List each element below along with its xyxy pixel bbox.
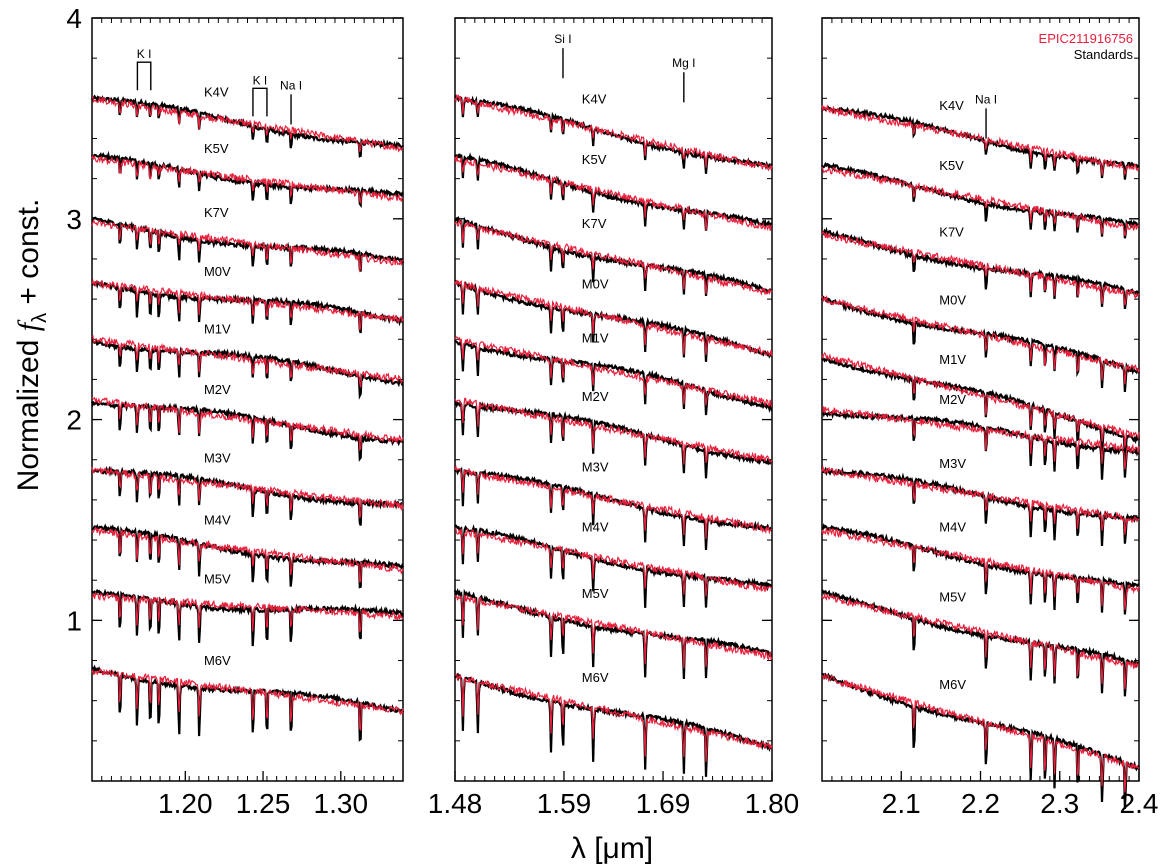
spectral-type-label: M2V: [939, 392, 966, 407]
x-tick-label: 2.2: [961, 788, 1000, 819]
spectrum-M1V-standard-panel-2: [455, 341, 772, 415]
spectral-type-label: K5V: [939, 158, 964, 173]
spectrum-M5V-target-panel-3: [822, 594, 1139, 689]
spectral-type-label: M0V: [939, 292, 966, 307]
spectrum-M3V-target-panel-1: [92, 467, 403, 518]
x-tick-label: 1.80: [745, 788, 800, 819]
spectral-type-label: M5V: [939, 589, 966, 604]
spectral-type-label: M1V: [939, 352, 966, 367]
spectral-type-label: M4V: [939, 520, 966, 535]
spectral-type-label: M6V: [582, 670, 609, 685]
spectrum-M3V-target-panel-2: [455, 467, 772, 539]
spectral-type-label: K5V: [204, 141, 229, 156]
spectrum-K5V-standard-panel-1: [92, 154, 403, 205]
spectral-type-label: M6V: [939, 677, 966, 692]
legend: EPIC211916756 Standards: [1039, 31, 1134, 62]
x-tick-label: 1.25: [236, 788, 291, 819]
spectrum-M3V-standard-panel-2: [455, 470, 772, 550]
spectrum-K7V-target-panel-2: [455, 221, 772, 295]
spectral-type-label: K4V: [582, 92, 607, 107]
spectral-type-label: K4V: [939, 98, 964, 113]
spectrum-M2V-standard-panel-2: [455, 402, 772, 478]
x-tick-label: 1.59: [537, 788, 592, 819]
x-tick-label: 1.20: [158, 788, 213, 819]
line-id-label: K I: [253, 73, 268, 87]
y-tick-label: 2: [66, 405, 82, 436]
spectral-type-label: M4V: [204, 512, 231, 527]
spectrum-K7V-standard-panel-1: [92, 218, 403, 272]
spectral-type-label: K7V: [939, 224, 964, 239]
x-tick-label: 1.69: [636, 788, 691, 819]
spectral-type-label: M5V: [204, 571, 231, 586]
spectrum-K4V-standard-panel-2: [455, 97, 772, 174]
spectrum-K5V-target-panel-3: [822, 167, 1139, 236]
x-axis-title: λ [μm]: [571, 832, 653, 865]
spectral-type-label: K7V: [204, 205, 229, 220]
spectral-type-label: M4V: [582, 520, 609, 535]
spectral-type-label: K4V: [204, 84, 229, 99]
x-tick-label: 2.1: [882, 788, 921, 819]
spectrum-M4V-standard-panel-2: [455, 525, 772, 607]
panel-3: 2.1 2.2 2.3 2.4K4VK5VK7VM0VM1VM2VM3VM4VM5VM…: [822, 18, 1158, 819]
spectral-type-label: M3V: [582, 459, 609, 474]
spectral-type-label: M3V: [939, 456, 966, 471]
spectral-type-label: M5V: [582, 586, 609, 601]
x-tick-label: 1.48: [428, 788, 483, 819]
spectrum-M0V-target-panel-2: [455, 280, 772, 356]
y-axis-title: Normalized fλ + const.: [12, 199, 51, 492]
spectral-type-label: M1V: [204, 322, 231, 337]
line-id-bracket: [253, 88, 267, 116]
line-id-bracket: [137, 62, 150, 90]
spectral-type-label: M2V: [204, 382, 231, 397]
y-tick-label: 4: [66, 3, 82, 34]
spectral-type-label: M2V: [582, 389, 609, 404]
spectral-type-label: M0V: [204, 264, 231, 279]
line-id-label: K I: [137, 47, 152, 61]
spectral-type-label: M6V: [204, 653, 231, 668]
spectrum-M4V-target-panel-3: [822, 528, 1139, 610]
spectrum-M5V-standard-panel-1: [92, 591, 403, 646]
spectral-type-label: K5V: [582, 152, 607, 167]
spectrum-K5V-target-panel-2: [455, 156, 772, 231]
panel-1: 1.20 1.25 1.30 1 2 3 4 K4V K5V K7V M0V M1V M2V M3V M4V…: [66, 3, 403, 819]
spectrum-M4V-target-panel-2: [455, 529, 772, 597]
legend-entry-target: EPIC211916756: [1039, 31, 1133, 46]
spectrum-M6V-standard-panel-2: [455, 674, 772, 776]
line-id-label: Na I: [280, 78, 302, 92]
spectral-type-label: M1V: [582, 330, 609, 345]
spectrum-K4V-target-panel-1: [92, 97, 403, 152]
y-tick-label: 1: [66, 605, 82, 636]
line-id-label: Si I: [554, 32, 571, 46]
x-tick-label: 1.30: [314, 788, 369, 819]
y-tick-label: 3: [66, 204, 82, 235]
line-id-label: Na I: [975, 92, 997, 106]
spectral-type-label: M3V: [204, 451, 231, 466]
spectrum-M2V-target-panel-1: [92, 397, 403, 449]
spectrum-M3V-target-panel-3: [822, 467, 1139, 535]
spectrum-M0V-standard-panel-3: [822, 297, 1139, 392]
spectrum-K7V-standard-panel-2: [455, 219, 772, 296]
panel-2: 1.48 1.59 1.69 1.80 K4V K5V K7V M0V M1V M2V M3V M4V…: [428, 18, 800, 819]
spectrum-M1V-target-panel-3: [822, 353, 1139, 448]
line-id-label: Mg I: [672, 56, 695, 70]
spectrum-M2V-target-panel-3: [822, 406, 1139, 469]
x-tick-label: 2.3: [1040, 788, 1079, 819]
panel-frame: [822, 18, 1139, 781]
spectrum-K5V-standard-panel-2: [455, 154, 772, 231]
spectral-type-label: M0V: [582, 276, 609, 291]
panel-frame: [92, 18, 403, 781]
spectral-type-label: K7V: [582, 216, 607, 231]
legend-entry-standards: Standards: [1074, 47, 1134, 62]
